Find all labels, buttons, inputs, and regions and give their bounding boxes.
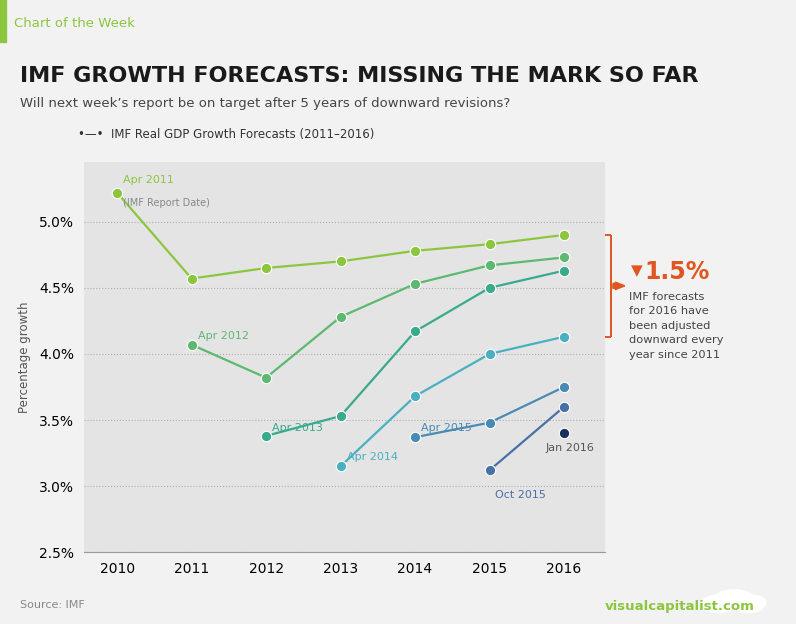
Text: Will next week’s report be on target after 5 years of downward revisions?: Will next week’s report be on target aft… bbox=[20, 97, 510, 110]
Text: Apr 2012: Apr 2012 bbox=[197, 331, 248, 341]
Circle shape bbox=[705, 600, 733, 613]
Text: Chart of the Week: Chart of the Week bbox=[14, 17, 135, 30]
Text: Source: IMF: Source: IMF bbox=[20, 600, 84, 610]
Text: Oct 2015: Oct 2015 bbox=[495, 490, 546, 500]
Text: IMF GROWTH FORECASTS: MISSING THE MARK SO FAR: IMF GROWTH FORECASTS: MISSING THE MARK S… bbox=[20, 66, 698, 85]
Text: (IMF Report Date): (IMF Report Date) bbox=[123, 198, 210, 208]
Circle shape bbox=[703, 595, 736, 611]
Text: IMF forecasts
for 2016 have
been adjusted
downward every
year since 2011: IMF forecasts for 2016 have been adjuste… bbox=[629, 292, 724, 359]
Text: Apr 2011: Apr 2011 bbox=[123, 175, 174, 185]
Text: Jan 2016: Jan 2016 bbox=[545, 442, 595, 452]
Y-axis label: Percentage growth: Percentage growth bbox=[18, 301, 30, 413]
Circle shape bbox=[715, 590, 754, 608]
Text: ▼: ▼ bbox=[631, 263, 643, 278]
Text: •—•  IMF Real GDP Growth Forecasts (2011–2016): •—• IMF Real GDP Growth Forecasts (2011–… bbox=[78, 128, 375, 141]
Text: Apr 2014: Apr 2014 bbox=[346, 452, 397, 462]
Text: Apr 2015: Apr 2015 bbox=[421, 423, 472, 433]
Circle shape bbox=[733, 595, 766, 611]
Bar bbox=[0, 0, 6, 42]
Text: 1.5%: 1.5% bbox=[645, 260, 710, 284]
Text: Apr 2013: Apr 2013 bbox=[272, 423, 323, 433]
Text: visualcapitalist.com: visualcapitalist.com bbox=[605, 600, 755, 613]
Circle shape bbox=[736, 600, 763, 613]
